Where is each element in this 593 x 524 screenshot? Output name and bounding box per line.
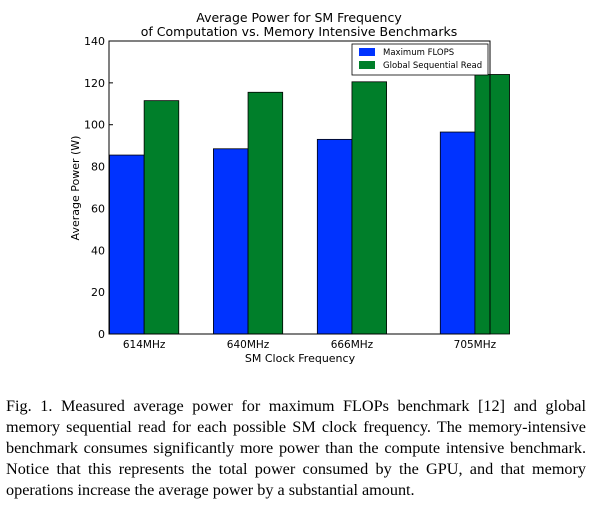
chart-area: Average Power for SM Frequency of Comput… [69, 10, 510, 365]
chart-title-line-1: Average Power for SM Frequency [196, 10, 402, 25]
y-tick-label: 120 [84, 77, 105, 90]
x-tick-label: 705MHz [454, 339, 497, 351]
bar-chart: Average Power for SM Frequency of Comput… [69, 10, 510, 365]
x-tick-label: 640MHz [227, 339, 270, 351]
bar-maximum-flops [109, 154, 145, 335]
x-tick-label: 614MHz [123, 339, 166, 351]
plot-frame [108, 40, 491, 335]
legend-swatch-global-sequential-read [359, 61, 375, 69]
y-tick-label: 140 [84, 35, 105, 48]
x-axis-label: SM Clock Frequency [245, 352, 356, 365]
chart-title-line-2: of Computation vs. Memory Intensive Benc… [141, 24, 457, 39]
y-tick-label: 0 [98, 328, 105, 341]
y-tick-label: 40 [91, 244, 105, 257]
y-tick-label: 100 [84, 119, 105, 132]
bars [109, 74, 510, 335]
bar-global-sequential-read [247, 91, 284, 335]
bar-maximum-flops [439, 131, 476, 335]
legend-swatch-maximum-flops [359, 48, 375, 56]
legend-label-global-sequential-read: Global Sequential Read [383, 61, 482, 71]
legend: Maximum FLOPS Global Sequential Read [351, 43, 489, 76]
figure-caption: Fig. 1. Measured average power for maxim… [6, 397, 586, 499]
axis-ticks: 0 20 40 60 80 100 120 140 614MHz 640MHz 666MHz 705M… [84, 35, 497, 351]
y-axis-label: Average Power (W) [69, 136, 82, 241]
bar-global-sequential-read [474, 74, 510, 335]
y-tick-label: 20 [91, 286, 105, 299]
x-tick-label: 666MHz [331, 339, 374, 351]
bar-maximum-flops [316, 138, 353, 335]
bar-maximum-flops [213, 148, 249, 335]
bar-global-sequential-read [143, 100, 180, 335]
legend-label-maximum-flops: Maximum FLOPS [383, 48, 454, 58]
y-tick-label: 60 [91, 202, 105, 215]
bar-global-sequential-read [351, 81, 387, 335]
y-tick-label: 80 [91, 161, 105, 174]
